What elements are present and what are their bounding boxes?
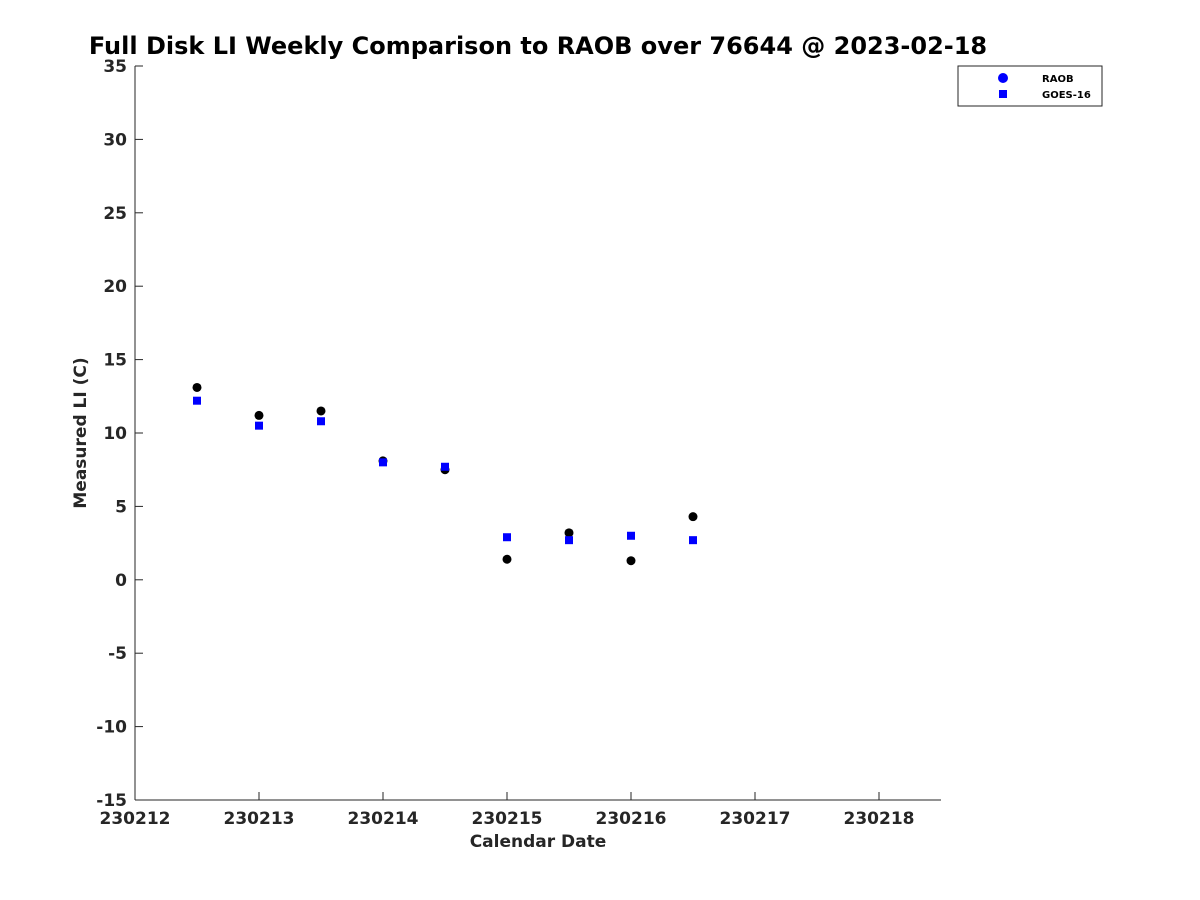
y-tick-label: -5 — [108, 644, 127, 664]
y-tick-label: 5 — [115, 497, 127, 517]
x-tick-label: 230212 — [100, 809, 171, 829]
legend-marker-goes-16 — [999, 90, 1007, 98]
axes — [134, 66, 941, 801]
goes-16-point — [689, 536, 697, 545]
data-points — [192, 382, 698, 566]
legend-marker-raob — [998, 73, 1008, 83]
ticks: 230212 230213 230214 230215 230216 230217 2302… — [96, 57, 914, 829]
raob-point — [502, 554, 512, 564]
y-tick-label: 20 — [103, 277, 127, 297]
raob-point — [688, 512, 698, 522]
goes-16-point — [565, 536, 573, 545]
y-tick-label: 35 — [103, 57, 127, 77]
x-tick-label: 230216 — [596, 809, 667, 829]
legend-label-raob: RAOB — [1042, 74, 1074, 85]
x-axis-label: Calendar Date — [470, 832, 607, 852]
legend-label-goes-16: GOES-16 — [1042, 90, 1091, 101]
y-tick-label: 0 — [115, 571, 127, 591]
legend: RAOB GOES-16 — [957, 65, 1103, 107]
raob-point — [254, 410, 264, 420]
goes-16-point — [379, 458, 387, 467]
raob-point — [192, 382, 202, 392]
raob-point — [564, 528, 574, 538]
x-tick-label: 230214 — [348, 809, 419, 829]
y-tick-label: -10 — [96, 718, 127, 738]
x-tick-label: 230217 — [720, 809, 791, 829]
chart-title: Full Disk LI Weekly Comparison to RAOB o… — [89, 32, 987, 60]
goes-16-point — [255, 421, 263, 430]
y-tick-label: -15 — [96, 791, 127, 811]
legend-box — [957, 65, 1103, 107]
x-tick-label: 230213 — [224, 809, 295, 829]
goes-16-point — [503, 533, 511, 542]
y-tick-label: 30 — [103, 130, 127, 150]
y-axis-label: Measured LI (C) — [71, 357, 91, 508]
raob-point — [316, 406, 326, 416]
y-tick-label: 15 — [103, 351, 127, 371]
x-tick-label: 230215 — [472, 809, 543, 829]
goes-16-point — [317, 417, 325, 426]
goes-16-point — [193, 396, 201, 405]
y-tick-label: 10 — [103, 424, 127, 444]
x-tick-label: 230218 — [844, 809, 915, 829]
y-tick-label: 25 — [103, 204, 127, 224]
goes-16-point — [627, 531, 635, 540]
raob-point — [626, 556, 636, 566]
goes-16-point — [441, 462, 449, 471]
